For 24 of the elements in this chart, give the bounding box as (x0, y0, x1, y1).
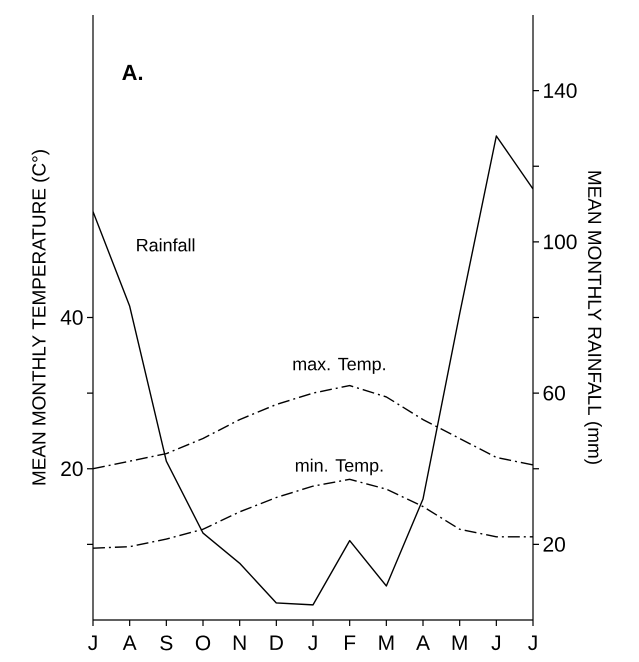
x-tick-label: J (88, 636, 97, 650)
x-tick-label: M (379, 636, 394, 650)
x-tick-label: J (491, 636, 500, 650)
x-tick-label: O (196, 636, 210, 650)
x-tick-label: F (345, 636, 356, 650)
x-tick-label: M (452, 636, 467, 650)
x-tick-label: A (416, 636, 430, 650)
series-label: Rainfall (137, 238, 194, 252)
y2-tick-label: 20 (544, 536, 565, 552)
y-tick-label: 40 (60, 310, 83, 325)
x-tick-label: J (308, 636, 317, 650)
x-tick-label: S (160, 636, 172, 650)
y2-tick-label: 140 (544, 83, 577, 98)
series-label: max. Temp. (293, 358, 385, 374)
x-tick-label: D (270, 636, 283, 650)
y2-tick-label: 100 (544, 234, 577, 250)
x-tick-label: A (122, 636, 137, 650)
x-tick-label: N (234, 636, 246, 650)
y2-tick-label: 60 (544, 386, 565, 401)
y-axis-title: MEAN MONTHLY TEMPERATURE (C°) (32, 150, 50, 484)
y2-axis-title: MEAN MONTHLY RAINFALL (mm) (584, 171, 602, 464)
x-tick-label: J (528, 636, 537, 650)
annotation: A. (122, 64, 142, 80)
series-label: min. Temp. (296, 458, 382, 476)
